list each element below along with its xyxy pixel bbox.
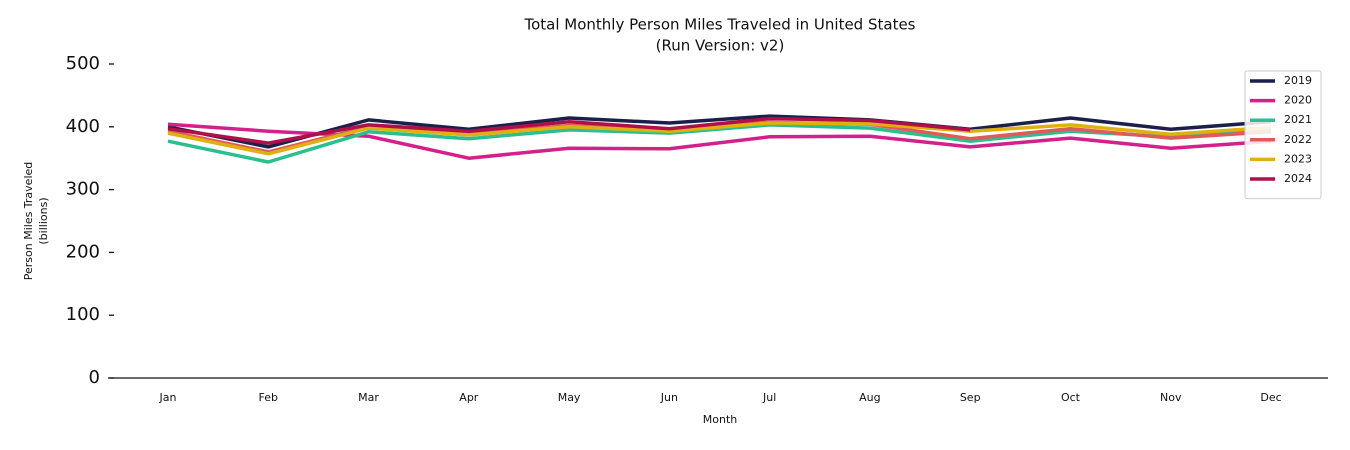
series-line [167, 114, 1272, 149]
x-tick-label: Dec [1260, 391, 1281, 404]
y-tick-label: 200 [66, 241, 100, 262]
legend-label: 2020 [1284, 94, 1312, 107]
x-axis-label: Month [703, 413, 738, 426]
y-tick-label: 300 [66, 179, 100, 200]
y-axis-label: (billions) [37, 197, 50, 244]
legend-label: 2019 [1284, 74, 1312, 87]
chart-subtitle: (Run Version: v2) [656, 37, 785, 55]
legend-label: 2021 [1284, 113, 1312, 126]
chart-title: Total Monthly Person Miles Traveled in U… [523, 16, 915, 34]
y-tick-label: 500 [66, 53, 100, 74]
x-tick-label: Feb [259, 391, 278, 404]
x-tick-label: Aug [859, 391, 880, 404]
legend-box [1244, 70, 1322, 200]
y-axis-label: Person Miles Traveled [22, 162, 35, 281]
x-tick-label: May [558, 391, 581, 404]
x-tick-label: Nov [1160, 391, 1182, 404]
y-tick-label: 100 [66, 304, 100, 325]
legend-label: 2023 [1284, 152, 1312, 165]
series-line [167, 123, 1272, 164]
y-tick-label: 0 [89, 367, 100, 388]
series-line [167, 116, 971, 145]
x-tick-label: Oct [1061, 391, 1081, 404]
x-tick-label: Sep [960, 391, 981, 404]
x-tick-label: Mar [358, 391, 379, 404]
x-tick-label: Jan [159, 391, 177, 404]
legend-label: 2024 [1284, 172, 1312, 185]
x-tick-label: Apr [459, 391, 479, 404]
series-line [167, 121, 1272, 156]
x-tick-label: Jul [762, 391, 776, 404]
y-tick-label: 400 [66, 116, 100, 137]
legend-label: 2022 [1284, 133, 1312, 146]
x-tick-label: Jun [660, 391, 678, 404]
